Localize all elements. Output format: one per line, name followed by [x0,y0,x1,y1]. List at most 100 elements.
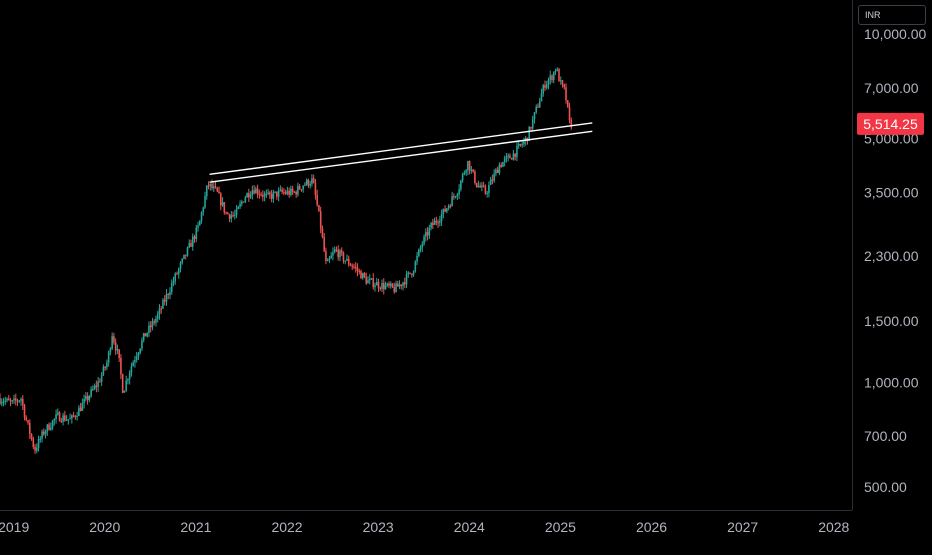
candle [493,169,495,183]
candle-body [191,236,194,247]
candle-body [27,420,29,423]
candle-body [451,196,453,207]
candle-body [85,396,87,400]
candle-body [114,342,117,351]
candle-body [395,283,397,292]
candle-body [41,431,43,439]
candle-body [106,362,108,368]
candle-body [488,185,490,194]
candle-body [467,160,469,171]
candle-body [405,274,408,285]
candle-body [149,325,152,328]
candle [465,169,467,176]
candle-body [216,187,219,192]
candle-body [167,294,170,296]
time-tick-label: 2024 [454,519,485,535]
candle [251,185,254,200]
candle-body [97,381,99,387]
candle [447,204,450,211]
candle [246,192,248,198]
candle-body [463,172,466,175]
candle-body [332,252,334,256]
candle [361,272,364,280]
candle-body [311,178,313,185]
candle-body [198,220,201,226]
candle-body [232,215,234,217]
candle [209,183,212,191]
candle [237,205,240,210]
candle [456,192,459,200]
candle-body [286,190,289,194]
candle [102,364,105,376]
candle [563,83,566,90]
candle-body [428,227,431,236]
candle [95,380,98,393]
candle-body [519,144,522,146]
candle-body [39,438,42,440]
candle [219,192,222,211]
candle [305,178,308,187]
candle [495,167,497,177]
candle [55,409,57,424]
candle [293,190,296,194]
candle [258,189,261,199]
candle-body [160,308,163,310]
candle [241,199,243,207]
candle [50,422,52,431]
candle [46,423,49,436]
candle [279,185,282,192]
candle-body [416,255,418,262]
candle [538,97,541,108]
candle-body [556,69,559,71]
candle-body [20,398,22,401]
candle-body [258,194,261,196]
candle-body [516,145,518,157]
time-axis-ticks: 2019 2020 2021 2022 2023 2024 2025 2026 2027 2028 [0,519,850,535]
price-axis[interactable] [852,0,932,510]
candle [253,185,255,195]
candle-body [58,412,61,422]
candle-body [207,185,210,187]
candle-body [67,419,70,421]
trendline-group[interactable] [209,122,593,183]
price-tick-label: 1,000.00 [864,374,919,390]
candle-body [423,236,425,244]
candle [358,268,361,275]
candle-body [472,169,474,172]
candle [18,399,21,403]
candle [523,137,525,147]
candle [551,74,553,83]
candle [453,193,455,200]
candle-body [255,188,257,194]
candle [274,191,276,194]
candle [428,224,431,239]
candle [127,378,129,385]
time-axis[interactable] [0,510,852,550]
candle-body [533,112,536,120]
candle [328,255,331,264]
candle [277,187,280,202]
candle [342,251,345,264]
candle [440,209,443,226]
candle [295,190,297,198]
candle [554,68,557,76]
candle [484,184,487,195]
candle [535,104,538,115]
time-tick-label: 2025 [545,519,576,535]
candle [99,378,101,383]
candle [375,277,378,286]
candle-body [312,178,315,183]
candle [263,191,266,202]
candle [363,272,366,279]
candle-body [200,212,203,221]
candle-body [228,214,231,219]
candle-body [402,282,404,286]
candle [481,181,483,192]
currency-selector[interactable]: INR [858,5,926,25]
candle-body [193,236,196,240]
candle [183,254,185,260]
candle [179,261,182,273]
candle [235,205,238,219]
